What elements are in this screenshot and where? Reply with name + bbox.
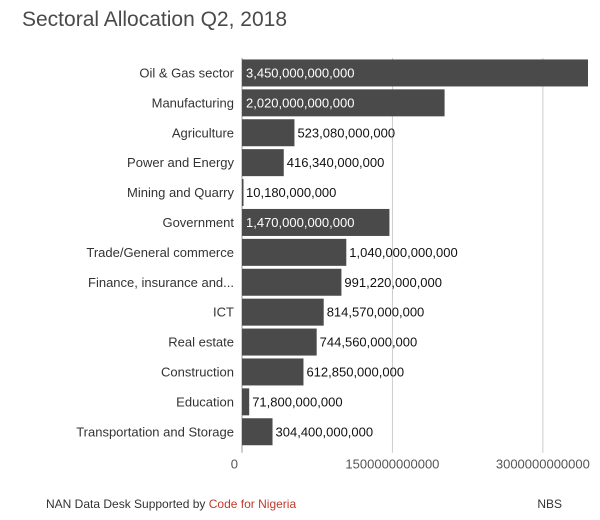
category-label: Education <box>176 394 234 409</box>
bar <box>242 179 244 207</box>
data-label: 991,220,000,000 <box>344 275 442 290</box>
x-tick-label: 1500000000000 <box>345 457 439 472</box>
category-label: Trade/General commerce <box>86 245 234 260</box>
code-for-nigeria-link[interactable]: Code for Nigeria <box>208 497 297 511</box>
bar <box>242 298 324 326</box>
bar <box>242 59 588 87</box>
data-label: 744,560,000,000 <box>320 335 418 350</box>
x-tick-label: 3000000000000 <box>496 457 590 472</box>
category-label: Finance, insurance and... <box>88 275 234 290</box>
bar <box>242 89 445 117</box>
bar <box>242 119 295 147</box>
bar <box>242 358 304 386</box>
data-label: 1,040,000,000,000 <box>349 245 457 260</box>
bar <box>242 238 347 266</box>
data-label: 3,450,000,000,000 <box>246 65 354 80</box>
footer-credit: NAN Data Desk Supported by Code for Nige… <box>46 497 296 511</box>
category-label: Oil & Gas sector <box>139 65 234 80</box>
data-label: 304,400,000,000 <box>276 424 374 439</box>
category-label: Transportation and Storage <box>76 424 234 439</box>
data-label: 416,340,000,000 <box>287 155 385 170</box>
bar-chart: Oil & Gas sector 3,450,000,000,000 Manufac… <box>76 58 590 472</box>
data-label: 71,800,000,000 <box>252 394 342 409</box>
data-label: 1,470,000,000,000 <box>246 215 354 230</box>
bar <box>242 328 317 356</box>
category-label: Agriculture <box>172 125 234 140</box>
category-label: Manufacturing <box>152 95 234 110</box>
data-label: 2,020,000,000,000 <box>246 95 354 110</box>
category-label: ICT <box>213 305 234 320</box>
category-label: Government <box>162 215 234 230</box>
footer-credit-text: NAN Data Desk Supported by <box>46 497 206 511</box>
chart-title: Sectoral Allocation Q2, 2018 <box>22 8 288 31</box>
x-tick-label: 0 <box>231 457 238 472</box>
bar <box>242 149 284 177</box>
category-label: Power and Energy <box>127 155 234 170</box>
bar <box>242 418 273 446</box>
footer-source: NBS <box>537 497 562 511</box>
category-label: Real estate <box>168 335 234 350</box>
data-label: 814,570,000,000 <box>327 305 425 320</box>
bar <box>242 208 390 236</box>
bar <box>242 268 342 296</box>
category-label: Construction <box>161 364 234 379</box>
data-label: 10,180,000,000 <box>246 185 336 200</box>
category-label: Mining and Quarry <box>127 185 234 200</box>
data-label: 523,080,000,000 <box>297 125 395 140</box>
bar <box>242 388 250 416</box>
data-label: 612,850,000,000 <box>306 364 404 379</box>
